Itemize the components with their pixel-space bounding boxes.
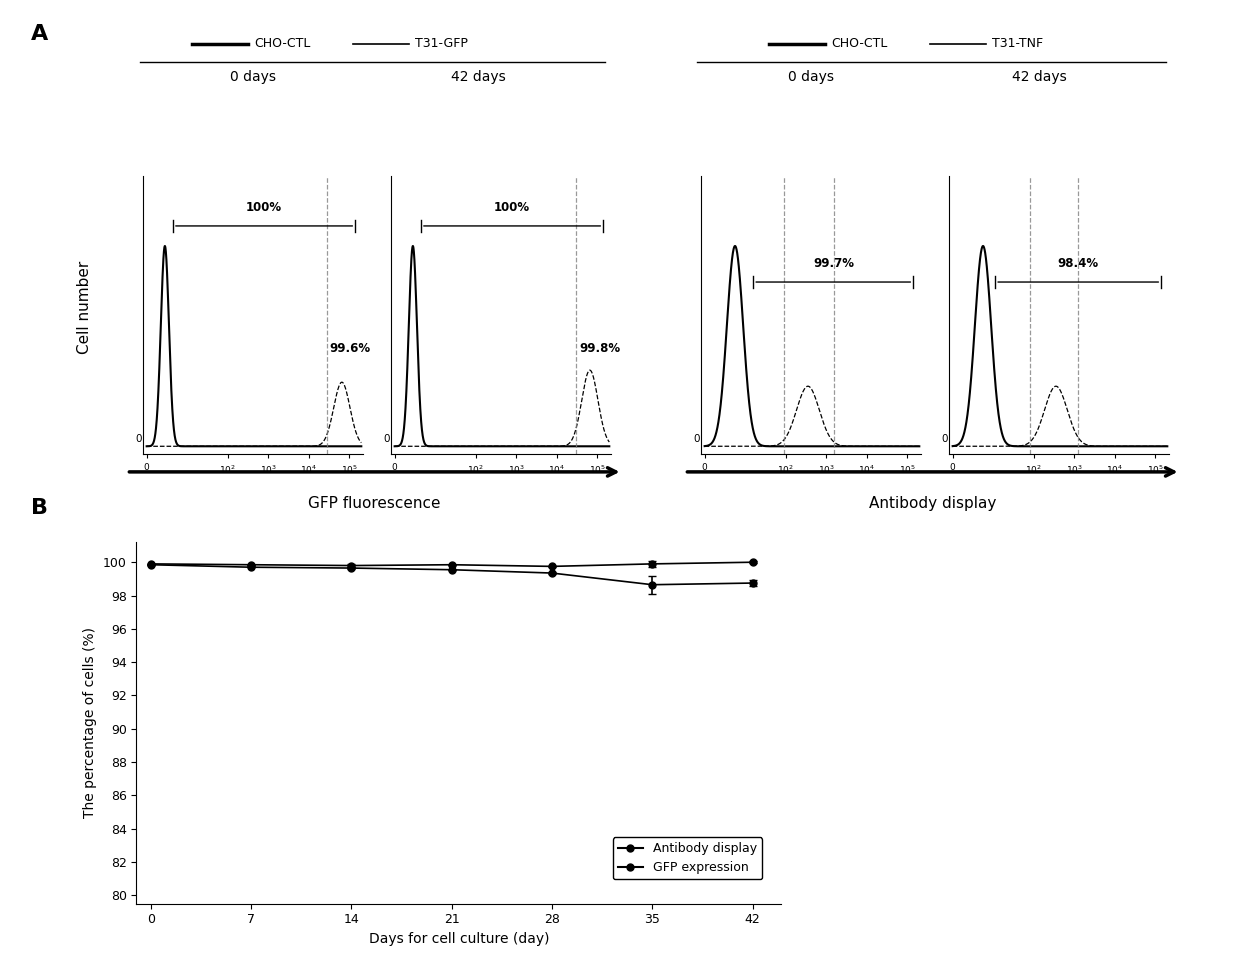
Text: T31-GFP: T31-GFP bbox=[415, 37, 469, 51]
Text: 0 days: 0 days bbox=[787, 70, 835, 84]
Text: CHO-CTL: CHO-CTL bbox=[254, 37, 310, 51]
Text: A: A bbox=[31, 24, 48, 44]
Text: 0: 0 bbox=[135, 435, 141, 445]
Text: 100%: 100% bbox=[494, 201, 531, 214]
Text: Antibody display: Antibody display bbox=[869, 496, 996, 511]
Text: T31-TNF: T31-TNF bbox=[992, 37, 1043, 51]
Text: 99.8%: 99.8% bbox=[579, 342, 620, 355]
Text: 0: 0 bbox=[693, 435, 699, 445]
Text: 99.7%: 99.7% bbox=[813, 257, 854, 270]
Text: 0: 0 bbox=[383, 435, 389, 445]
Text: 0: 0 bbox=[941, 435, 947, 445]
Text: 99.6%: 99.6% bbox=[330, 342, 371, 355]
Legend: Antibody display, GFP expression: Antibody display, GFP expression bbox=[613, 837, 763, 879]
Text: GFP fluorescence: GFP fluorescence bbox=[309, 496, 440, 511]
Text: 0 days: 0 days bbox=[229, 70, 277, 84]
Text: 42 days: 42 days bbox=[1012, 70, 1066, 84]
X-axis label: Days for cell culture (day): Days for cell culture (day) bbox=[368, 932, 549, 946]
Text: 100%: 100% bbox=[246, 201, 283, 214]
Text: CHO-CTL: CHO-CTL bbox=[831, 37, 887, 51]
Text: B: B bbox=[31, 498, 48, 518]
Text: 42 days: 42 days bbox=[451, 70, 506, 84]
Text: Cell number: Cell number bbox=[77, 261, 92, 355]
Y-axis label: The percentage of cells (%): The percentage of cells (%) bbox=[83, 627, 97, 819]
Text: 98.4%: 98.4% bbox=[1058, 257, 1099, 270]
